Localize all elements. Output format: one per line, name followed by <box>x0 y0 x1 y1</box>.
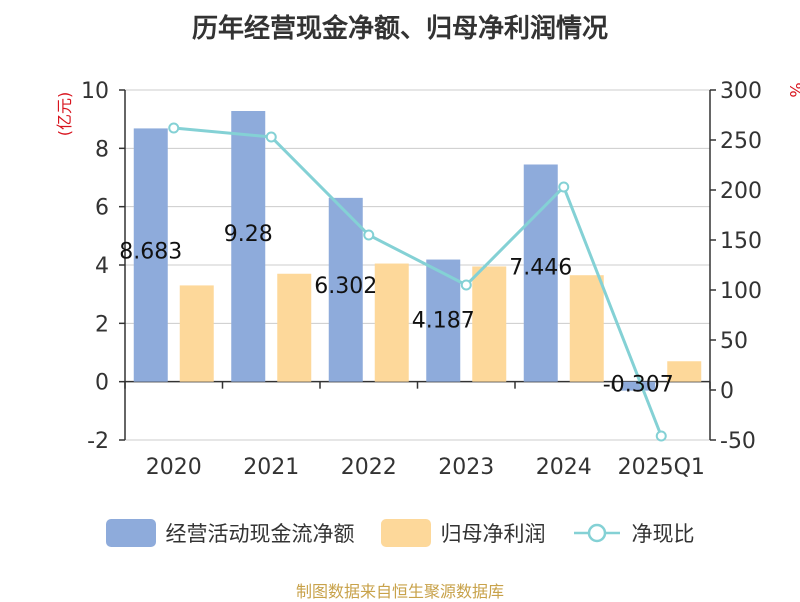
data-label-cashflow: -0.307 <box>603 373 674 398</box>
bar-net-profit <box>179 285 214 382</box>
left-tick-label: 0 <box>95 371 109 396</box>
right-tick-label: 0 <box>720 379 734 404</box>
ratio-point <box>558 181 570 193</box>
bar-net-profit <box>667 361 702 382</box>
right-tick-label: -50 <box>720 429 756 454</box>
category-label: 2024 <box>536 455 592 480</box>
ratio-point <box>168 122 180 134</box>
left-tick-label: -2 <box>87 429 109 454</box>
right-tick-label: 50 <box>720 329 748 354</box>
left-tick-label: 2 <box>95 312 109 337</box>
right-tick-label: 150 <box>720 229 762 254</box>
data-label-cashflow: 4.187 <box>412 309 475 334</box>
bar-cashflow <box>231 111 266 382</box>
legend-line-icon <box>573 523 620 543</box>
left-tick-label: 4 <box>95 254 109 279</box>
category-label: 2022 <box>341 455 397 480</box>
category-label: 2023 <box>438 455 494 480</box>
bar-cashflow <box>621 381 656 391</box>
left-axis-unit-label: (亿元) <box>55 92 74 137</box>
chart-title: 历年经营现金净额、归母净利润情况 <box>191 14 608 44</box>
bar-cashflow <box>133 128 168 382</box>
right-tick-label: 250 <box>720 129 762 154</box>
legend-item-ratio[interactable]: 净现比 <box>572 518 695 548</box>
legend-label-ratio: 净现比 <box>631 522 695 546</box>
ratio-line <box>173 126 663 437</box>
left-tick-label: 6 <box>95 196 109 221</box>
bar-net-profit <box>569 275 604 382</box>
data-label-cashflow: 8.683 <box>119 239 182 264</box>
ratio-point <box>655 430 667 442</box>
data-label-cashflow: 6.302 <box>314 274 377 299</box>
right-tick-label: 200 <box>720 179 762 204</box>
source-footer: 制图数据来自恒生聚源数据库 <box>295 582 504 601</box>
data-label-cashflow: 7.446 <box>509 255 572 280</box>
legend-label-cashflow: 经营活动现金流净额 <box>165 522 355 546</box>
right-axis-unit-label: % <box>786 82 800 97</box>
ratio-point <box>363 229 375 241</box>
legend-swatch-cashflow <box>105 519 156 547</box>
legend-item-net-profit[interactable]: 归母净利润 <box>380 518 546 548</box>
bar-net-profit <box>374 263 409 382</box>
ratio-point <box>265 131 277 143</box>
right-tick-label: 300 <box>720 79 762 104</box>
legend-swatch-net-profit <box>380 519 431 547</box>
legend-label-net-profit: 归母净利润 <box>440 522 546 546</box>
legend: 经营活动现金流净额 归母净利润 净现比 <box>0 518 800 548</box>
bar-cashflow <box>328 197 363 382</box>
category-label: 2021 <box>243 455 299 480</box>
left-tick-label: 8 <box>95 137 109 162</box>
bar-net-profit <box>277 273 312 382</box>
category-label: 2025Q1 <box>618 455 705 480</box>
data-label-cashflow: 9.28 <box>224 222 273 247</box>
category-label: 2020 <box>146 455 202 480</box>
ratio-point <box>460 279 472 291</box>
bar-net-profit <box>472 266 507 382</box>
right-tick-label: 100 <box>720 279 762 304</box>
left-tick-label: 10 <box>81 79 109 104</box>
legend-item-cashflow[interactable]: 经营活动现金流净额 <box>105 518 355 548</box>
